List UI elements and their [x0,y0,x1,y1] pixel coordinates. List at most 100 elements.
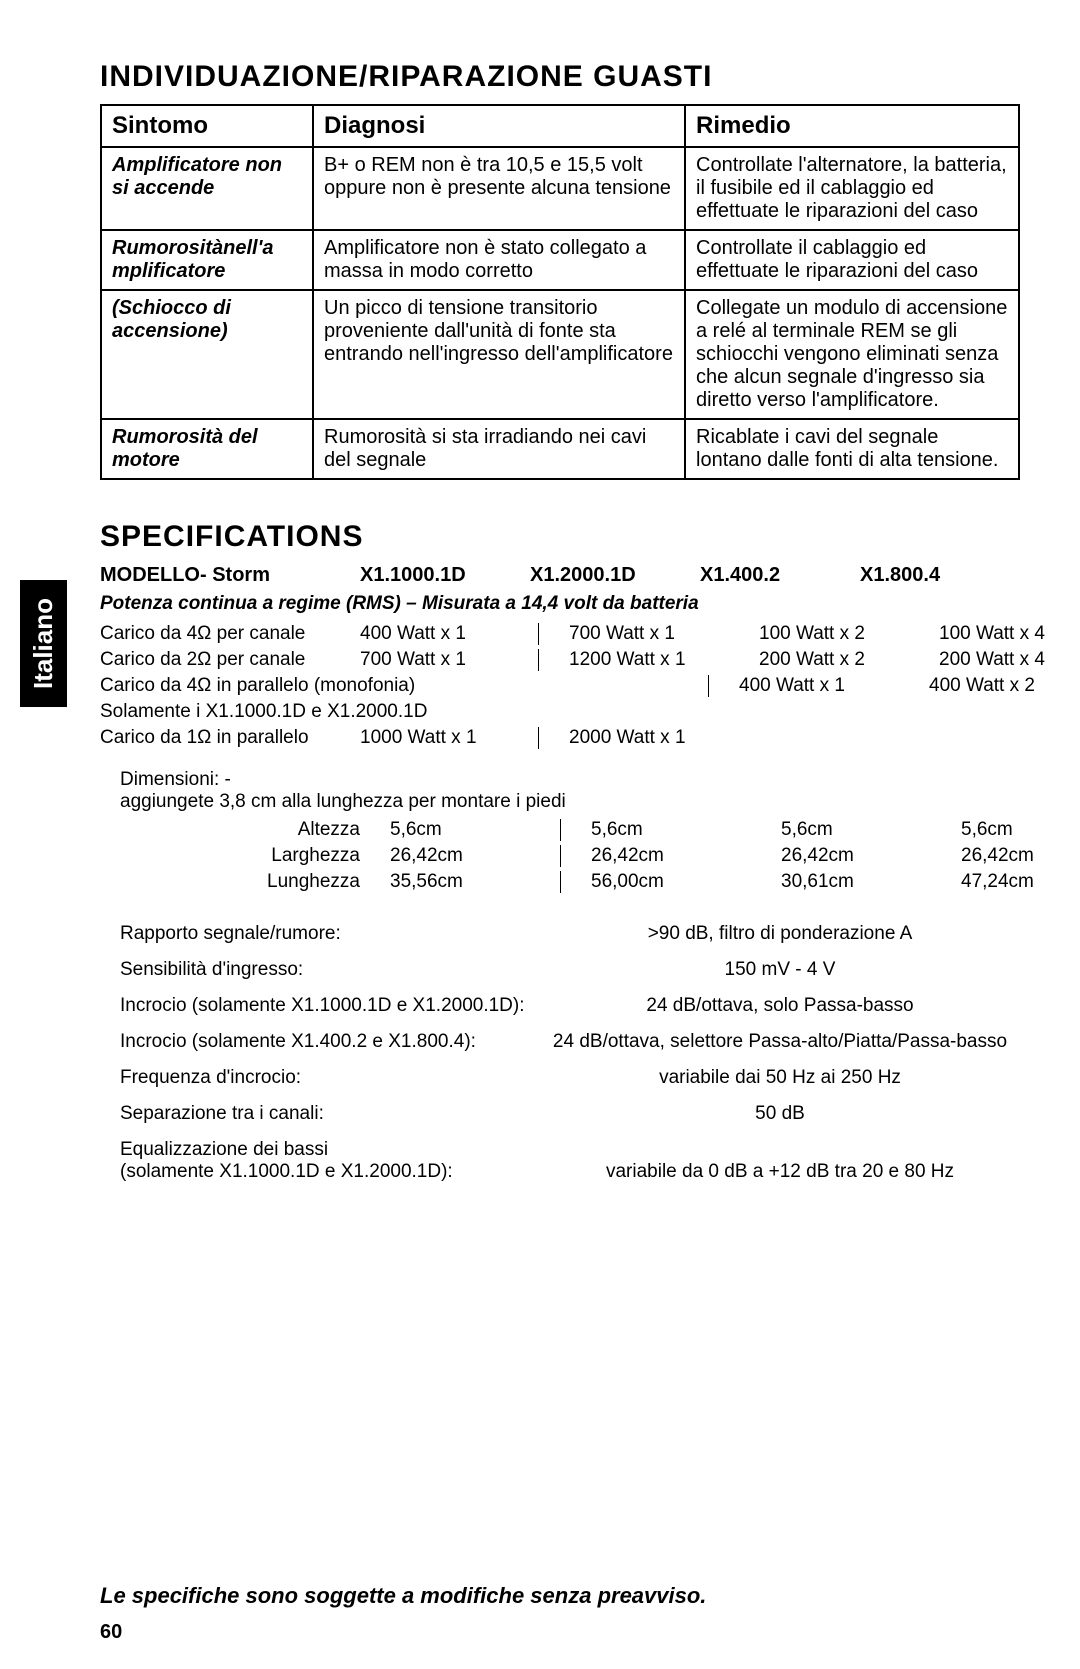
spec-val: 400 Watt x 1 [360,623,539,645]
kv-val: 150 mV - 4 V [540,959,1020,981]
page: Italiano Individuazione/Riparazione Guas… [0,0,1080,1669]
kv-key: Incrocio (solamente X1.400.2 e X1.800.4)… [100,1031,540,1053]
kv-key: Sensibilità d'ingresso: [100,959,540,981]
table-row: Rumorositànell'a mplificatore Amplificat… [101,230,1019,290]
dim-val: 5,6cm [761,819,941,841]
dim-val: 26,42cm [561,845,761,867]
spec-val: 1200 Watt x 1 [539,649,739,671]
table-row: Rumorosità del motore Rumorosità si sta … [101,419,1019,479]
diagnosis-cell: Rumorosità si sta irradiando nei cavi de… [313,419,685,479]
dim-row: Larghezza 26,42cm 26,42cm 26,42cm 26,42c… [100,845,1020,867]
spec-kv: Rapporto segnale/rumore:>90 dB, filtro d… [100,923,1020,945]
spec-val: 700 Watt x 1 [539,623,739,645]
symptom-cell: Rumorosità del motore [101,419,313,479]
diagnosis-cell: B+ o REM non è tra 10,5 e 15,5 volt oppu… [313,147,685,230]
dim-val: 5,6cm [561,819,761,841]
language-tab: Italiano [20,580,67,707]
dim-val: 47,24cm [941,871,1080,893]
dim-label: Lunghezza [100,871,390,893]
kv-val: variabile da 0 dB a +12 dB tra 20 e 80 H… [540,1161,1020,1183]
kv-val: 24 dB/ottava, selettore Passa-alto/Piatt… [540,1031,1020,1053]
remedy-cell: Ricablate i cavi del segnale lontano dal… [685,419,1019,479]
kv-key: Rapporto segnale/rumore: [100,923,540,945]
spec-label: Carico da 1Ω in parallelo [100,727,360,749]
dim-val: 30,61cm [761,871,941,893]
dim-caption-2: aggiungete 3,8 cm alla lunghezza per mon… [120,791,566,812]
troubleshooting-table: Sintomo Diagnosi Rimedio Amplificatore n… [100,104,1020,480]
dim-row: Altezza 5,6cm 5,6cm 5,6cm 5,6cm [100,819,1020,841]
spec-header-row: MODELLO- Storm X1.1000.1D X1.2000.1D X1.… [100,564,1020,587]
spec-col-model: MODELLO- Storm [100,564,360,587]
spec-val [919,727,1080,749]
spec-val: 700 Watt x 1 [360,649,539,671]
eq-key-line1: Equalizzazione dei bassi [120,1139,328,1160]
specifications-title: Specifications [100,520,1020,554]
dim-val: 56,00cm [561,871,761,893]
dim-label: Larghezza [100,845,390,867]
remedy-cell: Controllate l'alternatore, la batteria, … [685,147,1019,230]
diagnosis-cell: Un picco di tensione transitorio proveni… [313,290,685,419]
spec-label: Carico da 2Ω per canale [100,649,360,671]
remedy-cell: Collegate un modulo di accensione a relé… [685,290,1019,419]
dimension-caption: Dimensioni: - aggiungete 3,8 cm alla lun… [120,769,1020,813]
kv-key: Equalizzazione dei bassi (solamente X1.1… [100,1139,540,1183]
dim-val: 5,6cm [390,819,561,841]
dim-val: 5,6cm [941,819,1080,841]
kv-val: variabile dai 50 Hz ai 250 Hz [540,1067,1020,1089]
diagnosis-cell: Amplificatore non è stato collegato a ma… [313,230,685,290]
spec-row: Carico da 4Ω per canale 400 Watt x 1 700… [100,623,1020,645]
spec-val: 100 Watt x 2 [739,623,919,645]
mono-note: Solamente i X1.1000.1D e X1.2000.1D [100,701,530,723]
spec-col-x1-400: X1.400.2 [700,564,860,587]
spec-col-x1-1000: X1.1000.1D [360,564,530,587]
dim-val: 35,56cm [390,871,561,893]
symptom-cell: Amplificatore non si accende [101,147,313,230]
symptom-cell: Rumorositànell'a mplificatore [101,230,313,290]
col-sintomo: Sintomo [101,105,313,147]
spec-row: Carico da 4Ω in parallelo (monofonia) 40… [100,675,1020,697]
spec-val: 400 Watt x 1 [709,675,909,697]
spec-kv: Sensibilità d'ingresso:150 mV - 4 V [100,959,1020,981]
spec-col-x1-2000: X1.2000.1D [530,564,700,587]
kv-key: Separazione tra i canali: [100,1103,540,1125]
dim-val: 26,42cm [941,845,1080,867]
eq-key-line2: (solamente X1.1000.1D e X1.2000.1D): [120,1161,453,1182]
kv-key: Incrocio (solamente X1.1000.1D e X1.2000… [100,995,540,1017]
spec-val: 1000 Watt x 1 [360,727,539,749]
spec-val: 2000 Watt x 1 [539,727,739,749]
remedy-cell: Controllate il cablaggio ed effettuate l… [685,230,1019,290]
page-number: 60 [100,1621,122,1644]
kv-val: 24 dB/ottava, solo Passa-basso [540,995,1020,1017]
table-row: Amplificatore non si accende B+ o REM no… [101,147,1019,230]
spec-val: 400 Watt x 2 [909,675,1080,697]
spec-kv: Incrocio (solamente X1.400.2 e X1.800.4)… [100,1031,1020,1053]
spec-val: 200 Watt x 2 [739,649,919,671]
table-row: (Schiocco di accensione) Un picco di ten… [101,290,1019,419]
spec-kv: Separazione tra i canali:50 dB [100,1103,1020,1125]
dim-val: 26,42cm [390,845,561,867]
spec-val [530,675,709,697]
spec-kv-eq: Equalizzazione dei bassi (solamente X1.1… [100,1139,1020,1183]
spec-label: Carico da 4Ω in parallelo (monofonia) [100,675,530,697]
kv-key: Frequenza d'incrocio: [100,1067,540,1089]
symptom-cell: (Schiocco di accensione) [101,290,313,419]
mono-note-row: Solamente i X1.1000.1D e X1.2000.1D [100,701,1020,723]
spec-label: Carico da 4Ω per canale [100,623,360,645]
kv-val: >90 dB, filtro di ponderazione A [540,923,1020,945]
rms-caption: Potenza continua a regime (RMS) – Misura… [100,593,1020,615]
dim-val: 26,42cm [761,845,941,867]
footer-note: Le specifiche sono soggette a modifiche … [100,1583,706,1609]
dim-row: Lunghezza 35,56cm 56,00cm 30,61cm 47,24c… [100,871,1020,893]
kv-val: 50 dB [540,1103,1020,1125]
dim-caption-1: Dimensioni: - [120,769,231,790]
spec-kv: Frequenza d'incrocio:variabile dai 50 Hz… [100,1067,1020,1089]
spec-row: Carico da 2Ω per canale 700 Watt x 1 120… [100,649,1020,671]
col-rimedio: Rimedio [685,105,1019,147]
troubleshooting-title: Individuazione/Riparazione Guasti [100,60,1020,94]
spec-col-x1-800: X1.800.4 [860,564,1010,587]
dim-label: Altezza [100,819,390,841]
spec-kv: Incrocio (solamente X1.1000.1D e X1.2000… [100,995,1020,1017]
spec-row: Carico da 1Ω in parallelo 1000 Watt x 1 … [100,727,1020,749]
spec-val: 200 Watt x 4 [919,649,1080,671]
col-diagnosi: Diagnosi [313,105,685,147]
